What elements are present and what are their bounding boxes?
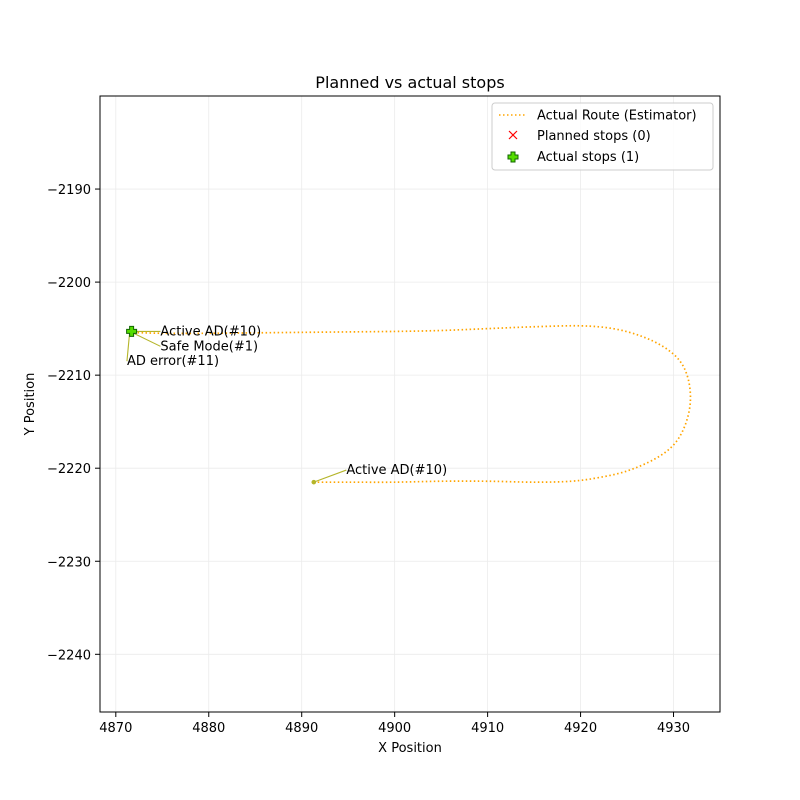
x-axis-label: X Position	[378, 741, 442, 756]
x-tick-label: 4900	[378, 721, 411, 736]
legend-planned-swatch	[508, 130, 518, 140]
y-tick-label: −2230	[47, 555, 91, 570]
event-leader	[313, 469, 347, 483]
legend-label-route: Actual Route (Estimator)	[537, 109, 697, 124]
y-tick-label: −2210	[47, 369, 91, 384]
legend: Actual Route (Estimator) Planned stops (…	[491, 102, 714, 171]
x-tick-label: 4920	[564, 721, 597, 736]
x-tick-label: 4870	[99, 721, 132, 736]
chart-title: Planned vs actual stops	[315, 73, 504, 92]
legend-label-actual: Actual stops (1)	[537, 150, 639, 165]
x-axis: 4870 4880 4890 4900 4910 4920 4930	[99, 712, 690, 736]
legend-label-planned: Planned stops (0)	[537, 129, 651, 144]
grid	[100, 96, 720, 712]
y-tick-label: −2200	[47, 276, 91, 291]
plot-frame	[99, 95, 721, 713]
y-tick-label: −2190	[47, 183, 91, 198]
x-tick-label: 4880	[192, 721, 225, 736]
event-label: Active AD(#10)	[160, 324, 261, 339]
events-layer: Active AD(#10)Active AD(#10)Safe Mode(#1…	[126, 324, 447, 485]
y-axis-label: Y Position	[23, 373, 38, 437]
event-label: Safe Mode(#1)	[160, 339, 258, 354]
stops-layer	[126, 325, 138, 337]
event-point	[311, 479, 317, 485]
y-axis: −2240 −2230 −2220 −2210 −2200 −2190	[47, 183, 100, 663]
y-tick-label: −2240	[47, 648, 91, 663]
event-label: Active AD(#10)	[346, 463, 447, 478]
x-tick-label: 4930	[657, 721, 690, 736]
legend-box	[491, 102, 714, 171]
x-tick-label: 4910	[471, 721, 504, 736]
route-line	[130, 324, 692, 484]
actual-stop	[126, 325, 138, 337]
legend-actual-swatch	[507, 151, 519, 163]
route-layer	[130, 324, 692, 484]
y-tick-label: −2220	[47, 462, 91, 477]
event-label: AD error(#11)	[127, 354, 219, 369]
x-tick-label: 4890	[285, 721, 318, 736]
